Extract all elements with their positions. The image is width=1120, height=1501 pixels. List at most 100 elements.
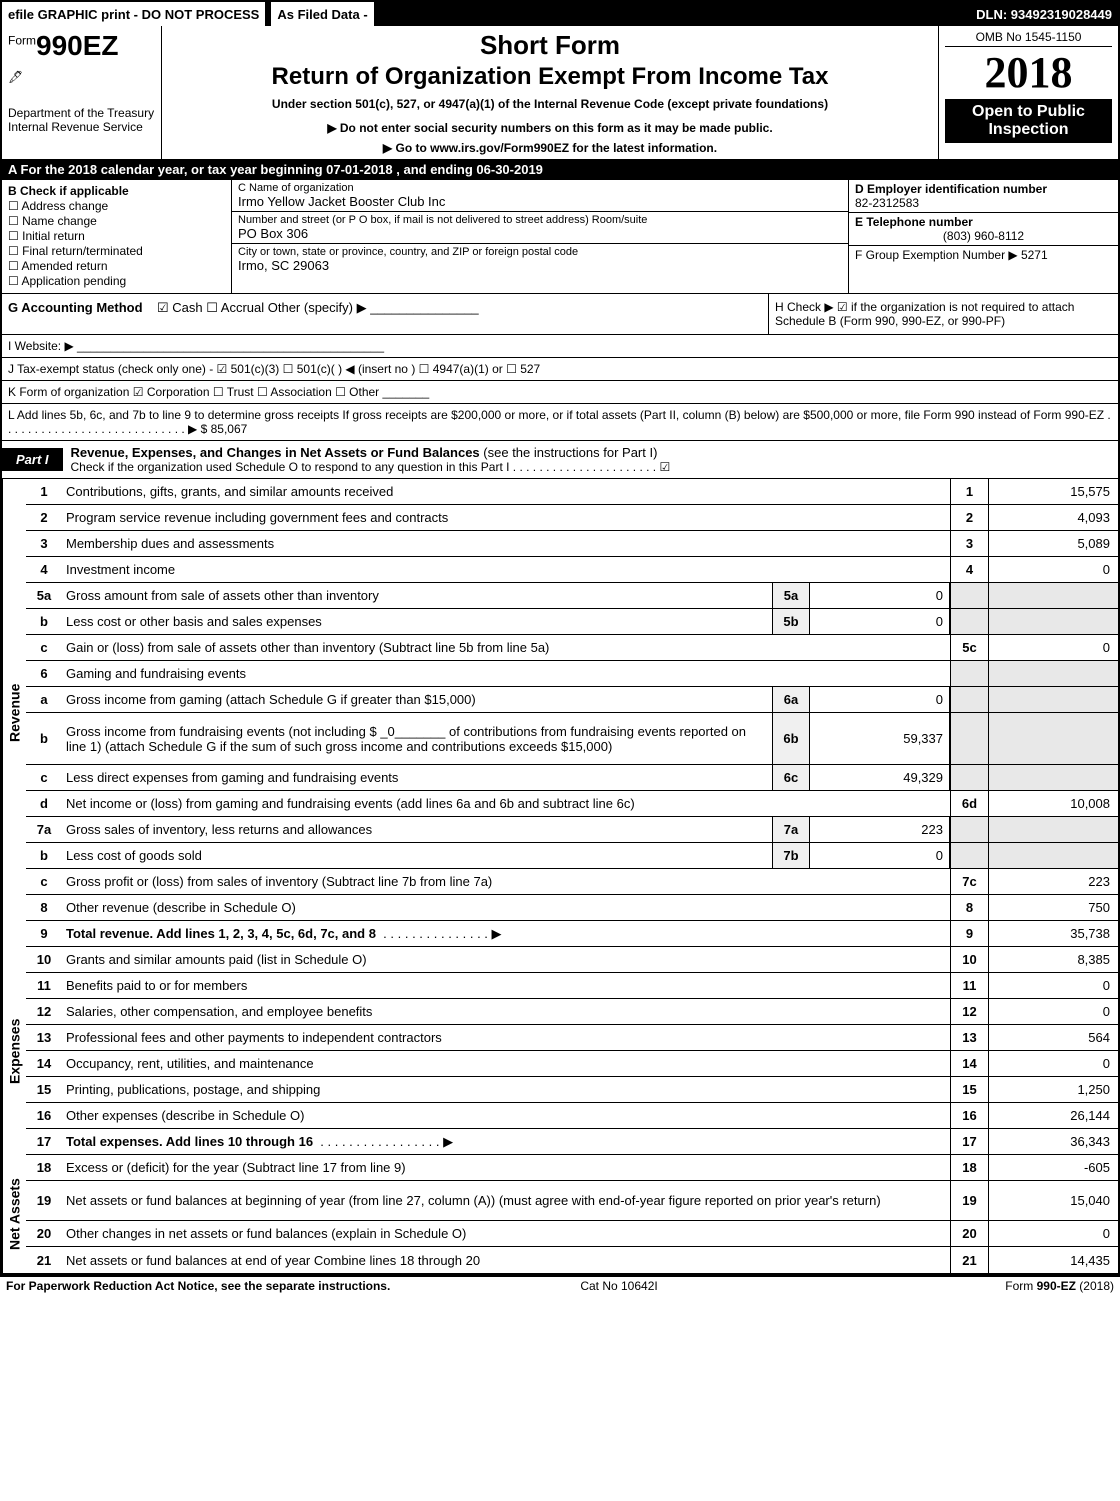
tel-block: E Telephone number (803) 960-8112 <box>849 213 1118 246</box>
line-20-mainnum: 20 <box>950 1221 988 1246</box>
line-7a-value-grey <box>988 817 1118 842</box>
line-19-desc: Net assets or fund balances at beginning… <box>62 1181 950 1220</box>
line-5a-desc: Gross amount from sale of assets other t… <box>62 583 772 608</box>
line-8: 8 Other revenue (describe in Schedule O)… <box>26 895 1118 921</box>
line-7a-subbox: 7a <box>772 817 810 842</box>
line-5c-num: c <box>26 635 62 660</box>
efile-label: efile GRAPHIC print - DO NOT PROCESS <box>2 2 265 26</box>
line-6a-mainnum-grey <box>950 687 988 712</box>
line-14-mainnum: 14 <box>950 1051 988 1076</box>
section-subtitle: Under section 501(c), 527, or 4947(a)(1)… <box>168 97 932 111</box>
line-9-num: 9 <box>26 921 62 946</box>
line-10: 10 Grants and similar amounts paid (list… <box>26 947 1118 973</box>
line-13-value: 564 <box>988 1025 1118 1050</box>
line-6-num: 6 <box>26 661 62 686</box>
line-6b-subval: 59,337 <box>810 713 950 764</box>
line-6b-mainnum-grey <box>950 713 988 764</box>
org-city-block: City or town, state or province, country… <box>232 244 848 275</box>
section-a-tax-year: A For the 2018 calendar year, or tax yea… <box>2 160 1118 180</box>
line-12-mainnum: 12 <box>950 999 988 1024</box>
chk-final-return[interactable]: ☐ Final return/terminated <box>8 244 225 258</box>
line-21-value: 14,435 <box>988 1247 1118 1273</box>
line-19-num: 19 <box>26 1181 62 1220</box>
line-7b-mainnum-grey <box>950 843 988 868</box>
org-addr: PO Box 306 <box>238 226 842 241</box>
ein-value: 82-2312583 <box>855 196 1112 210</box>
line-6a: a Gross income from gaming (attach Sched… <box>26 687 1118 713</box>
line-7c-mainnum: 7c <box>950 869 988 894</box>
line-7b-num: b <box>26 843 62 868</box>
line-6a-value-grey <box>988 687 1118 712</box>
line-21-mainnum: 21 <box>950 1247 988 1273</box>
line-5b-mainnum-grey <box>950 609 988 634</box>
ein-block: D Employer identification number 82-2312… <box>849 180 1118 213</box>
line-7b-value-grey <box>988 843 1118 868</box>
line-21: 21 Net assets or fund balances at end of… <box>26 1247 1118 1273</box>
line-6c-subval: 49,329 <box>810 765 950 790</box>
expenses-block: Expenses 10 Grants and similar amounts p… <box>2 947 1118 1155</box>
section-d-e-f: D Employer identification number 82-2312… <box>848 180 1118 293</box>
g-label: G Accounting Method <box>8 300 143 315</box>
line-7b-subbox: 7b <box>772 843 810 868</box>
line-5b-value-grey <box>988 609 1118 634</box>
line-6a-subval: 0 <box>810 687 950 712</box>
line-20-desc: Other changes in net assets or fund bala… <box>62 1221 950 1246</box>
line-11-num: 11 <box>26 973 62 998</box>
section-b-c-d: B Check if applicable ☐ Address change ☐… <box>2 180 1118 294</box>
line-15-mainnum: 15 <box>950 1077 988 1102</box>
line-5a-num: 5a <box>26 583 62 608</box>
page-footer: For Paperwork Reduction Act Notice, see … <box>0 1275 1120 1295</box>
chk-address-change[interactable]: ☐ Address change <box>8 199 225 213</box>
line-7c-desc: Gross profit or (loss) from sales of inv… <box>62 869 950 894</box>
section-j-tax-exempt: J Tax-exempt status (check only one) - ☑… <box>2 358 1118 381</box>
part-1-title: Revenue, Expenses, and Changes in Net As… <box>71 445 480 460</box>
section-c: C Name of organization Irmo Yellow Jacke… <box>232 180 848 293</box>
line-10-desc: Grants and similar amounts paid (list in… <box>62 947 950 972</box>
line-2: 2 Program service revenue including gove… <box>26 505 1118 531</box>
line-20-value: 0 <box>988 1221 1118 1246</box>
line-1-mainnum: 1 <box>950 479 988 504</box>
line-18-desc: Excess or (deficit) for the year (Subtra… <box>62 1155 950 1180</box>
line-20-num: 20 <box>26 1221 62 1246</box>
line-7a-subval: 223 <box>810 817 950 842</box>
chk-name-change[interactable]: ☐ Name change <box>8 214 225 228</box>
chk-initial-return[interactable]: ☐ Initial return <box>8 229 225 243</box>
line-8-mainnum: 8 <box>950 895 988 920</box>
line-13-num: 13 <box>26 1025 62 1050</box>
header-center: Short Form Return of Organization Exempt… <box>162 26 938 159</box>
line-9: 9 Total revenue. Add lines 1, 2, 3, 4, 5… <box>26 921 1118 947</box>
line-6a-num: a <box>26 687 62 712</box>
line-6b-value-grey <box>988 713 1118 764</box>
line-4-value: 0 <box>988 557 1118 582</box>
line-21-desc: Net assets or fund balances at end of ye… <box>62 1247 950 1273</box>
line-8-desc: Other revenue (describe in Schedule O) <box>62 895 950 920</box>
line-3: 3 Membership dues and assessments 3 5,08… <box>26 531 1118 557</box>
org-name-block: C Name of organization Irmo Yellow Jacke… <box>232 180 848 212</box>
line-7c: c Gross profit or (loss) from sales of i… <box>26 869 1118 895</box>
line-6b: b Gross income from fundraising events (… <box>26 713 1118 765</box>
section-b: B Check if applicable ☐ Address change ☐… <box>2 180 232 293</box>
line-6b-num: b <box>26 713 62 764</box>
chk-amended-return[interactable]: ☐ Amended return <box>8 259 225 273</box>
return-title: Return of Organization Exempt From Incom… <box>168 63 932 91</box>
org-addr-label: Number and street (or P O box, if mail i… <box>238 214 842 226</box>
form-990ez-page: efile GRAPHIC print - DO NOT PROCESS As … <box>0 0 1120 1275</box>
section-g: G Accounting Method ☑ Cash ☐ Accrual Oth… <box>2 294 768 334</box>
line-11-desc: Benefits paid to or for members <box>62 973 950 998</box>
line-10-num: 10 <box>26 947 62 972</box>
line-17-value: 36,343 <box>988 1129 1118 1154</box>
line-6c: c Less direct expenses from gaming and f… <box>26 765 1118 791</box>
part-1-label: Part I <box>2 448 63 471</box>
line-9-value: 35,738 <box>988 921 1118 946</box>
line-6c-value-grey <box>988 765 1118 790</box>
line-6c-subbox: 6c <box>772 765 810 790</box>
footer-catno: Cat No 10642I <box>580 1279 657 1293</box>
line-17-mainnum: 17 <box>950 1129 988 1154</box>
line-20: 20 Other changes in net assets or fund b… <box>26 1221 1118 1247</box>
line-7b: b Less cost of goods sold 7b 0 <box>26 843 1118 869</box>
line-10-mainnum: 10 <box>950 947 988 972</box>
chk-application-pending[interactable]: ☐ Application pending <box>8 274 225 288</box>
line-16-mainnum: 16 <box>950 1103 988 1128</box>
line-5a-value-grey <box>988 583 1118 608</box>
line-16-value: 26,144 <box>988 1103 1118 1128</box>
